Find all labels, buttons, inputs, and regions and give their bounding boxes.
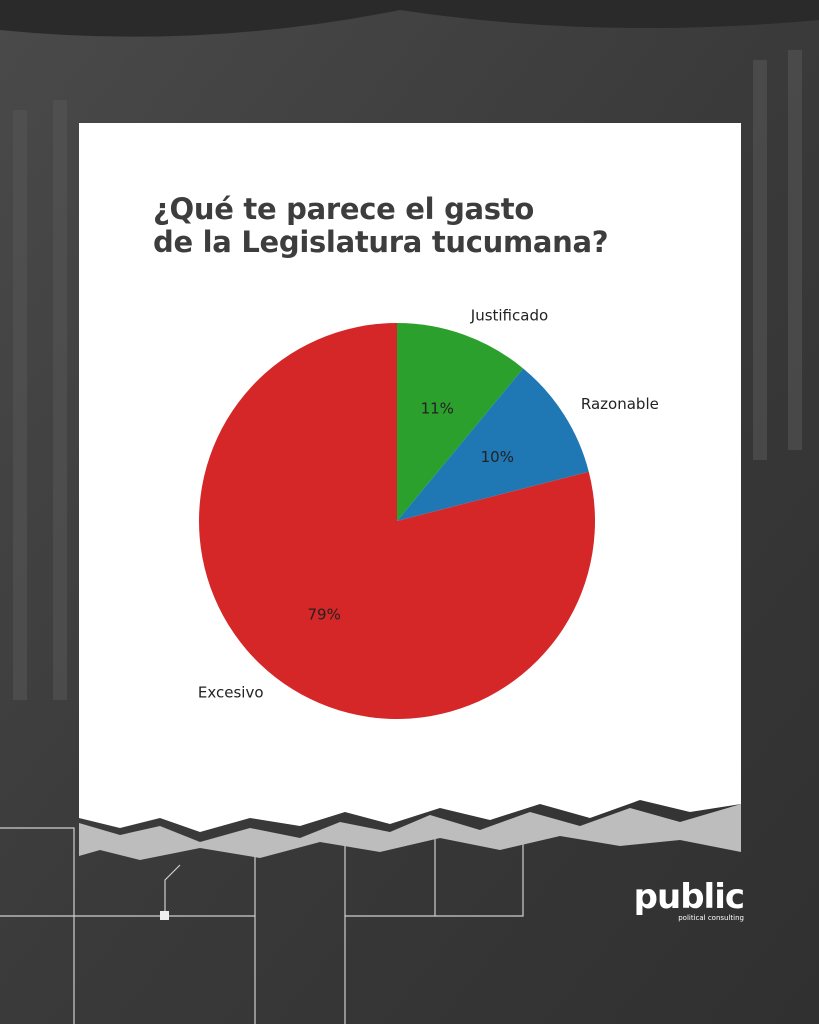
chart-title: ¿Qué te parece el gasto de la Legislatur…	[153, 192, 609, 259]
pie: Justificado 11% Razonable 10% Excesivo 79%	[198, 307, 659, 719]
pie-slice	[397, 368, 589, 521]
pie-slice	[397, 323, 524, 521]
circuit-lines	[0, 827, 524, 1024]
roof	[0, 0, 819, 37]
slice-label: Justificado	[470, 307, 548, 325]
brand-logo: public political consulting	[624, 877, 745, 922]
value-label: 10%	[481, 448, 514, 466]
pie-slice	[199, 323, 596, 719]
value-label: 79%	[308, 605, 341, 623]
slice-label: Excesivo	[198, 684, 264, 702]
building-columns	[13, 50, 802, 700]
torn-edge	[79, 804, 741, 860]
brand-tagline: political consulting	[678, 914, 744, 922]
value-label: 11%	[421, 400, 454, 418]
brand-name: public	[633, 877, 745, 917]
node	[160, 911, 169, 920]
slice-label: Razonable	[581, 395, 659, 413]
